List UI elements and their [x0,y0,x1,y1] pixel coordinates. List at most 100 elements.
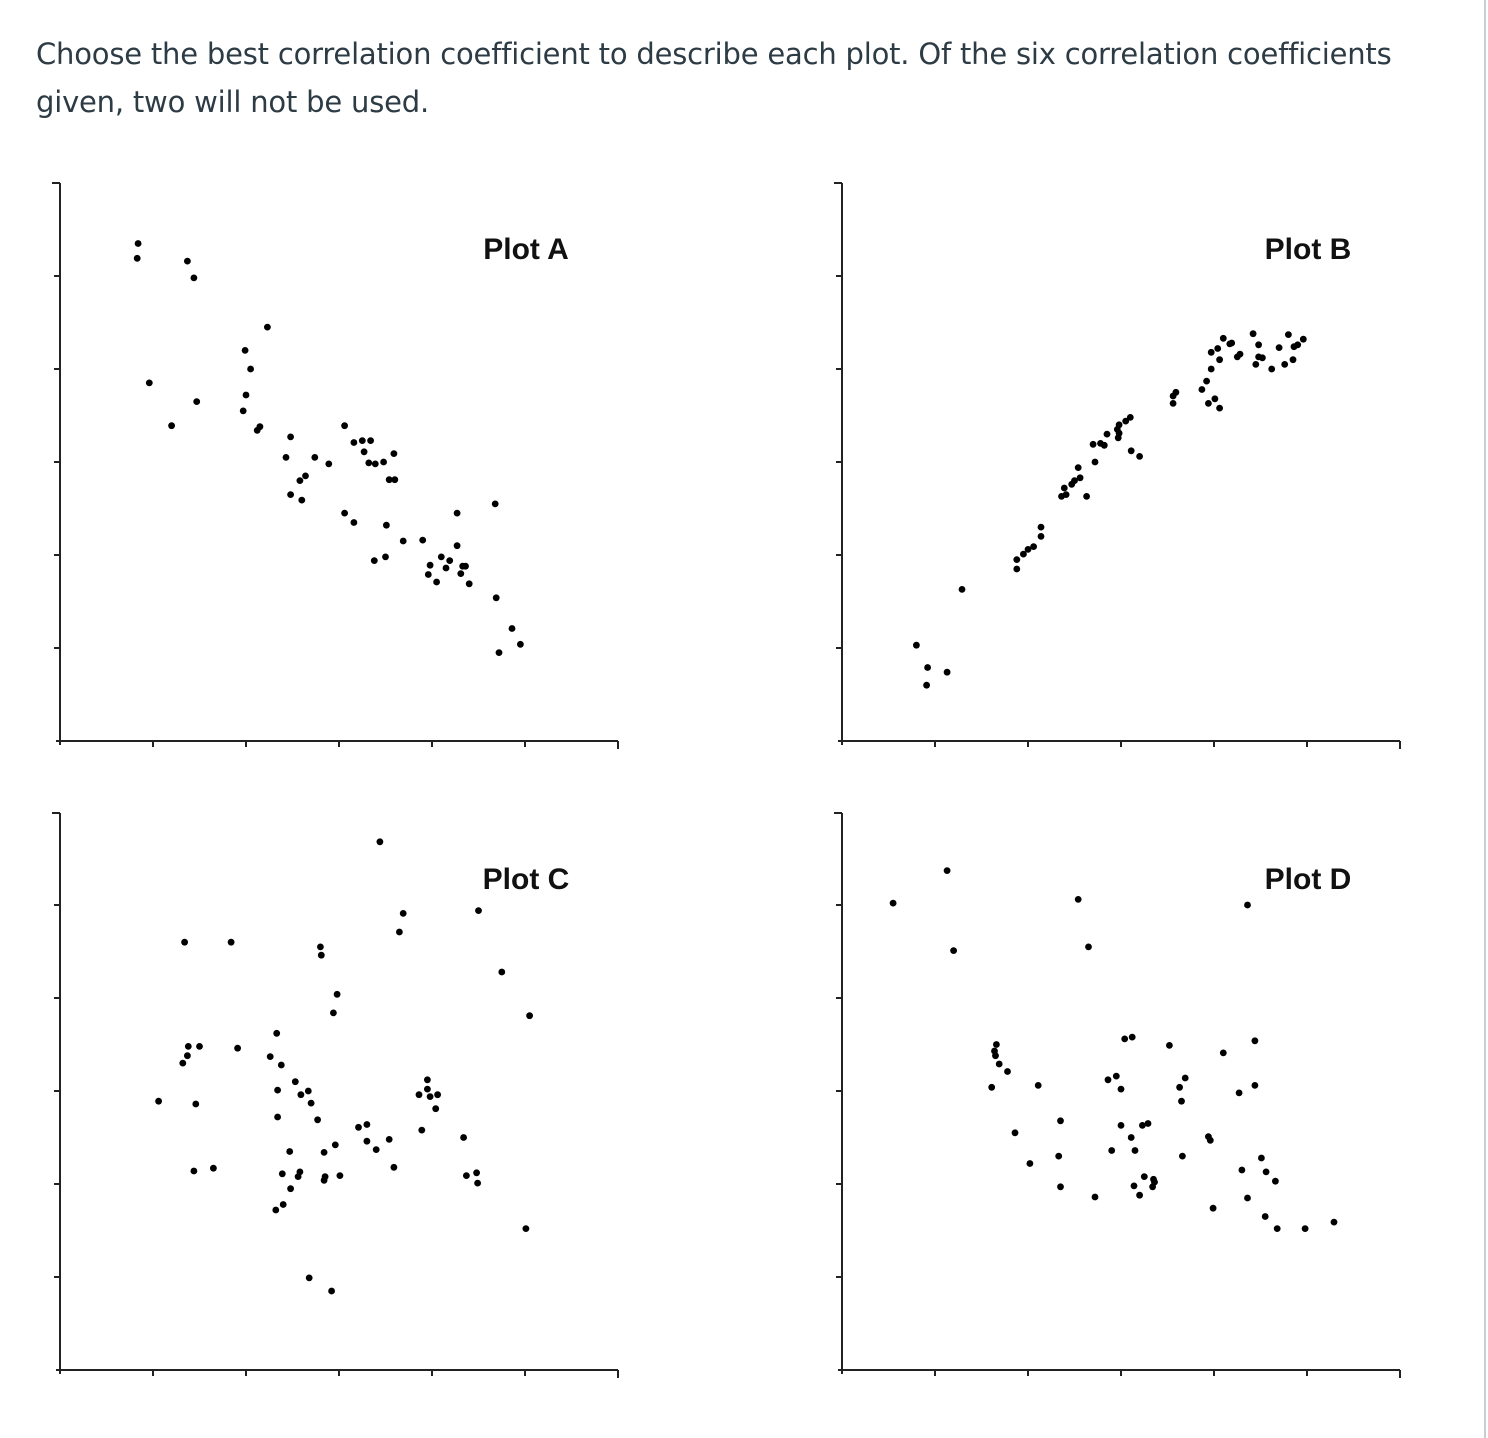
plot-a-point [424,571,432,578]
page-right-border [1484,0,1486,1438]
plot-a-point [419,536,427,544]
plot-c-point [296,1168,304,1176]
plot-c: Plot C [52,812,619,1378]
plot-b-point [923,681,930,689]
plot-a-point [350,519,358,526]
plot-d-point [1261,1213,1269,1220]
plot-b-point [1252,361,1260,368]
plot-a-point [193,398,201,405]
plot-c-point [320,1149,328,1156]
plot-a-point [465,580,473,588]
plot-d-point [1273,1225,1281,1232]
plot-b-point [1062,491,1070,498]
plot-c-point [307,1099,315,1107]
plot-c-point [498,968,506,976]
plot-d-point [1219,1049,1227,1057]
plot-c-point [279,1201,287,1208]
plot-a-point [168,422,176,430]
plot-b-point [1169,400,1177,407]
plot-b-point [1281,361,1289,368]
plot-b-point [1068,480,1076,488]
plot-a-point [358,437,366,444]
plot-c-point [418,1126,426,1134]
plot-b-point [1136,453,1143,460]
plot-b-point [1294,341,1302,349]
plot-d-point [1244,1194,1251,1202]
plot-c-point [190,1167,198,1175]
plot-d-point [1151,1178,1158,1186]
plot-b-point [1060,484,1068,492]
plot-b-point [1259,354,1266,362]
plot-a-point [382,553,389,561]
plot-d-point [1136,1191,1143,1199]
plot-a-point [495,649,503,656]
plot-b-point [1255,341,1262,349]
plot-c-point [372,1146,380,1153]
plot-c-point [336,1172,344,1179]
plot-c-point [317,943,324,951]
plot-a-point [459,562,467,570]
plot-c-point [287,1185,294,1193]
plot-d-point [1139,1122,1146,1129]
plot-a-point [433,578,440,586]
plot-b-point [1289,356,1297,364]
plot-b-point [1089,440,1097,448]
plot-d-point [992,1052,999,1060]
plot-c-point [317,951,325,959]
plot-c-point [196,1043,203,1050]
plot-a-point [492,594,500,602]
plot-c-point [274,1113,281,1121]
plot-c-point [424,1076,431,1084]
plot-b-point [1203,377,1210,385]
plot-a-point [360,448,368,456]
plot-d-point [1074,896,1082,903]
plot-c-point [522,1225,530,1232]
plot-c-point [286,1148,294,1155]
plot-d-point [1244,901,1251,909]
plot-b-point [1169,392,1177,400]
plot-d-point [1091,1193,1099,1201]
plot-c-point [278,1170,286,1178]
plot-a-point [508,625,516,632]
plot-c-point [234,1044,242,1052]
plot-a-point [341,422,348,430]
plot-b-point [1275,344,1283,351]
plot-b-point [1207,348,1215,356]
plot-c-point [330,1009,337,1017]
plot-d-point [943,867,951,874]
plot-c-point [331,1141,339,1149]
plot-d-point [1251,1037,1259,1045]
plot-d-point [1301,1225,1309,1232]
plot-a-point [242,391,250,399]
plot-d-point [1209,1204,1217,1212]
plot-b: Plot B [834,182,1401,749]
plot-c-point [210,1164,217,1172]
plot-d-point [1055,1152,1063,1160]
plot-c-point [396,928,403,936]
plot-b-point [1299,335,1307,343]
plot-c-point [304,1087,312,1095]
plot-a-point [453,509,461,517]
plot-d-point [1004,1068,1011,1075]
plot-b-point [1030,543,1037,550]
plot-d-point [1206,1136,1214,1144]
plot-d-title: Plot D [1265,863,1352,896]
plot-a-point [453,542,461,550]
plot-a-point [282,454,290,461]
plot-a-point [383,521,390,529]
plot-a-point [380,458,387,466]
plot-b-point [1249,330,1257,338]
plot-b-point [1216,404,1223,412]
plot-c-point [305,1274,313,1282]
plot-c-point [385,1136,393,1143]
plot-c-point [390,1163,398,1171]
plot-a-point [385,476,393,484]
plot-c-point [424,1085,431,1093]
plot-a-point [426,561,434,569]
plot-c-point [526,1012,533,1020]
plot-c-point [434,1091,441,1099]
plot-b-point [1285,331,1292,338]
plot-d-point [1166,1042,1173,1049]
plot-d-point [1130,1182,1138,1190]
